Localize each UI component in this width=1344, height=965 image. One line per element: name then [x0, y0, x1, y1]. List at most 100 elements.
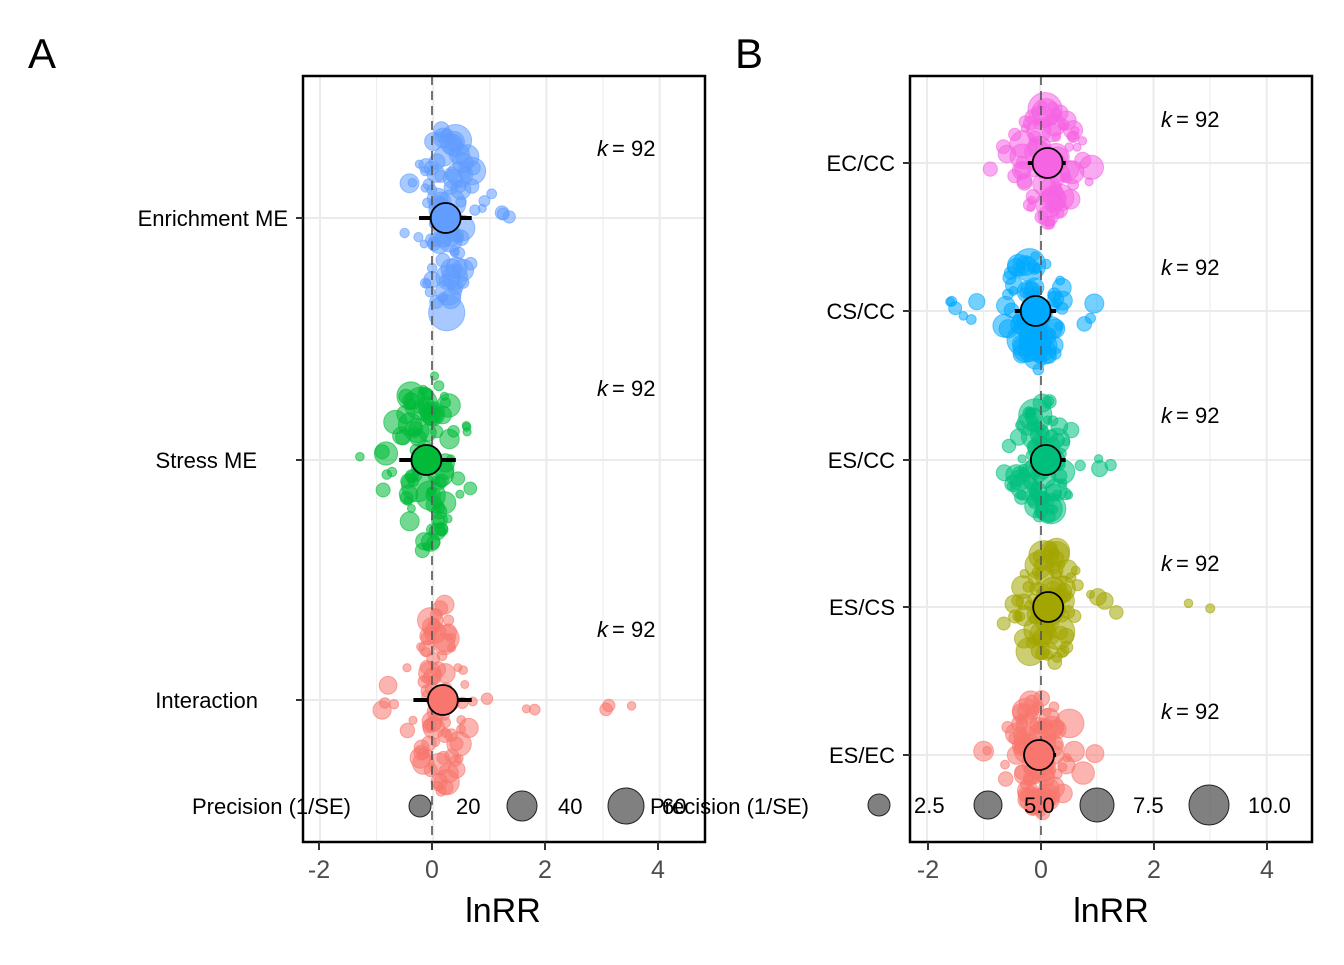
effect-size-point: [1045, 201, 1057, 214]
k-label-interaction: k = 92: [597, 617, 655, 642]
effect-size-point: [463, 481, 478, 496]
effect-size-point: [355, 451, 365, 462]
summary-estimates: [399, 202, 472, 716]
effect-size-point: [1001, 438, 1017, 454]
effect-size-point: [437, 526, 447, 537]
legend-size-key: [973, 790, 1003, 820]
effect-size-point: [998, 771, 1014, 787]
effect-size-point: [1046, 719, 1067, 740]
effect-size-point: [486, 188, 498, 200]
effect-size-point: [399, 511, 420, 532]
effect-size-point: [453, 663, 463, 673]
category-label-es-cs: ES/CS: [829, 595, 895, 620]
x-axis: -2 0 2 4 lnRR: [308, 842, 665, 930]
effect-size-point: [968, 293, 986, 311]
effect-size-point: [379, 697, 391, 709]
category-label-cs-cc: CS/CC: [827, 299, 896, 324]
legend-size-key: [506, 790, 538, 822]
effect-size-point: [1067, 609, 1082, 623]
effect-size-point: [420, 277, 432, 289]
legend-size-label: 7.5: [1133, 793, 1164, 818]
effect-size-point: [408, 715, 418, 725]
effect-size-point: [399, 173, 420, 194]
x-tick-label: 0: [425, 856, 439, 884]
effect-size-point: [455, 489, 465, 499]
effect-size-point: [1085, 744, 1105, 764]
svg-text:= 92: = 92: [1176, 699, 1219, 724]
effect-size-point: [1095, 592, 1114, 610]
effect-size-point: [1025, 784, 1036, 795]
effect-size-point: [435, 785, 447, 797]
legend-size-key: [607, 787, 645, 825]
effect-size-point: [458, 717, 479, 739]
legend-title: Precision (1/SE): [650, 794, 809, 819]
effect-size-point: [1030, 251, 1040, 261]
effect-size-point: [1058, 119, 1070, 131]
k-label-stress-me: k = 92: [597, 376, 655, 401]
effect-size-point: [449, 754, 462, 767]
effect-size-point: [1029, 582, 1043, 596]
svg-text:= 92: = 92: [612, 376, 655, 401]
summary-estimates: [1014, 147, 1066, 771]
effect-size-point: [1024, 407, 1044, 426]
effect-size-point: [1109, 605, 1124, 620]
effect-size-point: [402, 663, 412, 673]
effect-size-point: [399, 722, 416, 739]
category-label-enrichment-me: Enrichment ME: [138, 206, 288, 231]
effect-size-point: [1030, 805, 1040, 815]
effect-size-point: [1028, 262, 1041, 275]
x-tick-label: 4: [1260, 856, 1274, 884]
effect-size-point: [386, 466, 398, 478]
effect-size-point: [413, 232, 424, 243]
effect-size-point: [1072, 142, 1082, 152]
effect-size-point: [1086, 589, 1095, 599]
effect-size-point: [453, 180, 467, 193]
summary-estimate-point: [410, 444, 443, 476]
panel-label-a: A: [28, 30, 56, 77]
effect-size-point: [1044, 496, 1055, 507]
x-tick-label: 0: [1034, 856, 1048, 884]
effect-size-point: [432, 501, 446, 515]
effect-size-point: [466, 160, 481, 176]
effect-size-point: [1020, 123, 1030, 133]
effect-size-point: [1011, 697, 1040, 726]
legend-size-label: 10.0: [1248, 793, 1291, 818]
effect-size-point: [375, 482, 391, 498]
effect-size-point: [1018, 467, 1030, 479]
panel-b: B EC/CC CS/CC ES/CC ES/CS ES/EC k = 92 k…: [650, 30, 1314, 930]
svg-text:k: k: [1161, 699, 1173, 724]
svg-text:= 92: = 92: [1176, 403, 1219, 428]
precision-legend: Precision (1/SE) 20 40 60: [192, 787, 686, 825]
effect-size-point: [433, 145, 455, 167]
legend-size-label: 5.0: [1024, 793, 1055, 818]
effect-size-point: [1084, 293, 1105, 314]
effect-size-point: [1074, 459, 1086, 472]
effect-size-point: [1022, 331, 1051, 361]
effect-size-point: [1028, 497, 1040, 509]
legend-size-key: [867, 793, 891, 817]
effect-size-point: [1058, 575, 1069, 585]
svg-text:k: k: [1161, 403, 1173, 428]
effect-size-point: [373, 441, 399, 466]
effect-size-point: [1057, 762, 1068, 773]
category-label-es-cc: ES/CC: [828, 448, 895, 473]
effect-size-point: [1047, 290, 1065, 308]
svg-text:= 92: = 92: [1176, 551, 1219, 576]
effect-size-point: [1000, 759, 1010, 770]
effect-size-point: [460, 680, 470, 689]
effect-size-point: [432, 476, 447, 490]
legend-title: Precision (1/SE): [192, 794, 351, 819]
legend-size-key: [1188, 784, 1230, 826]
effect-size-point: [444, 133, 457, 146]
effect-size-point: [1015, 420, 1026, 431]
effect-size-point: [435, 264, 461, 290]
category-label-ec-cc: EC/CC: [827, 151, 896, 176]
effect-size-point: [398, 388, 414, 405]
effect-size-point: [1058, 627, 1075, 645]
effect-size-point: [455, 196, 467, 208]
effect-size-point: [461, 421, 471, 430]
effect-size-point: [1016, 490, 1027, 501]
effect-size-points: [355, 121, 637, 797]
effect-size-point: [1077, 136, 1088, 146]
